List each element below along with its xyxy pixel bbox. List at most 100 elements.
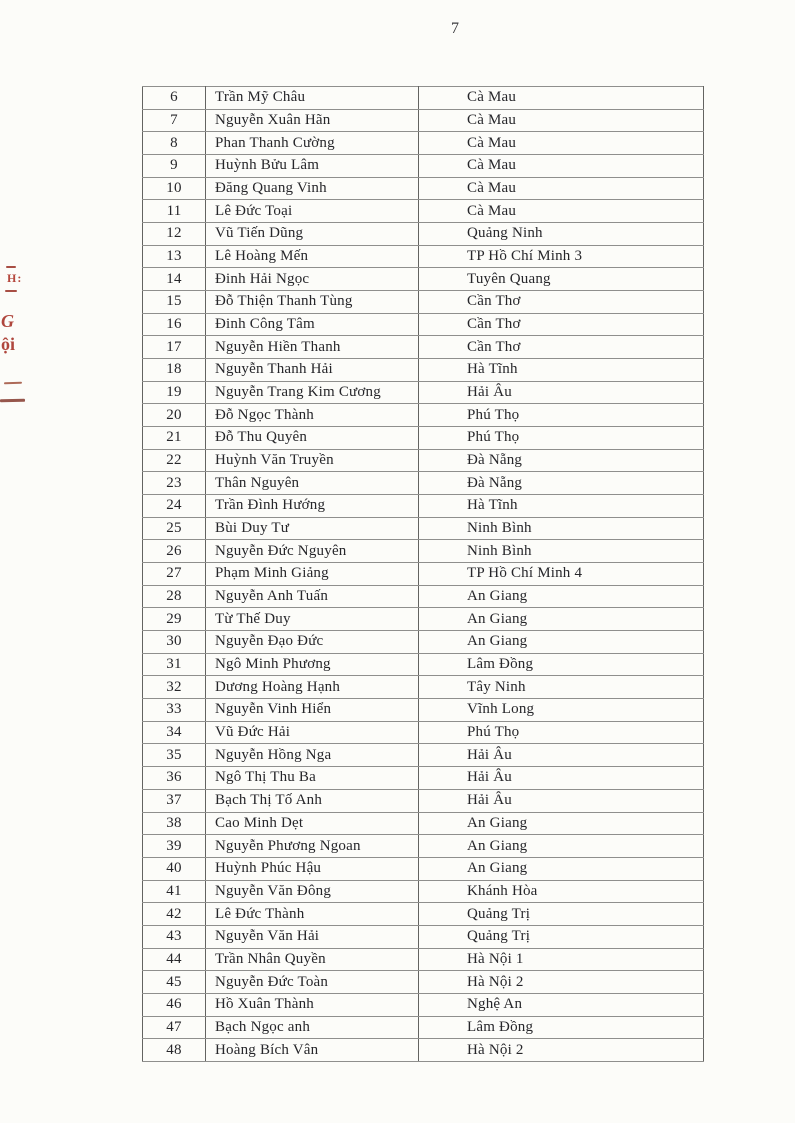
row-number-cell: 30 [142,630,206,654]
unit-cell: Cần Thơ [418,290,704,314]
unit-cell: Hải Âu [418,380,704,405]
unit-cell: Phú Thọ [418,720,704,745]
name-cell: Nguyễn Đức Toàn [205,970,419,994]
name-cell: Đinh Công Tâm [205,312,419,337]
row-number-cell: 35 [142,743,206,768]
name-cell: Hoàng Bích Vân [205,1038,419,1062]
name-cell: Huỳnh Phúc Hậu [205,856,419,881]
name-cell: Nguyễn Thanh Hải [205,358,419,382]
name-cell: Huỳnh Văn Truyền [205,448,419,473]
stamp-fragment-h: H: [7,271,23,285]
roster-table: 6 Trần Mỹ Châu Cà Mau 7 Nguyễn Xuân Hãn Cà Ma… [142,86,704,1062]
row-number-cell: 8 [142,131,206,156]
name-cell: Thân Nguyên [205,471,419,496]
row-number-cell: 38 [142,811,206,836]
row-number-cell: 45 [142,970,206,994]
row-number-cell: 7 [142,108,206,133]
unit-cell: Cần Thơ [418,335,704,360]
unit-cell: Ninh Bình [418,516,704,541]
table-row: 46 Hồ Xuân Thành Nghệ An [142,992,704,1017]
table-row: 8 Phan Thanh Cường Cà Mau [142,131,704,156]
unit-cell: Cà Mau [418,154,704,178]
unit-cell: An Giang [418,856,704,881]
name-cell: Đỗ Thiện Thanh Tùng [205,290,419,314]
name-cell: Đỗ Thu Quyên [205,426,419,450]
unit-cell: Hà Nội 1 [418,947,704,972]
name-cell: Nguyễn Văn Đông [205,879,419,904]
table-row: 15 Đỗ Thiện Thanh Tùng Cần Thơ [142,290,704,314]
unit-cell: Vĩnh Long [418,698,704,722]
table-row: 27 Phạm Minh Giảng TP Hồ Chí Minh 4 [142,562,704,586]
table-row: 35 Nguyễn Hồng Nga Hải Âu [142,743,704,768]
table-row: 33 Nguyễn Vinh Hiển Vĩnh Long [142,698,704,722]
unit-cell: TP Hồ Chí Minh 4 [418,562,704,586]
unit-cell: Cà Mau [418,108,704,133]
table-row: 40 Huỳnh Phúc Hậu An Giang [142,856,704,881]
table-row: 39 Nguyễn Phương Ngoan An Giang [142,834,704,858]
unit-cell: Hà Nội 2 [418,1038,704,1062]
row-number-cell: 14 [142,267,206,292]
row-number-cell: 10 [142,176,206,201]
stamp-fragment-oi: ội [1,334,16,354]
table-row: 16 Đinh Công Tâm Cần Thơ [142,312,704,337]
table-row: 48 Hoàng Bích Vân Hà Nội 2 [142,1038,704,1062]
unit-cell: Hải Âu [418,766,704,790]
stamp-line [0,398,26,403]
table-row: 11 Lê Đức Toại Cà Mau [142,199,704,224]
unit-cell: An Giang [418,811,704,836]
row-number-cell: 27 [142,562,206,586]
row-number-cell: 20 [142,403,206,428]
unit-cell: Hải Âu [418,743,704,768]
table-row: 23 Thân Nguyên Đà Nẵng [142,471,704,496]
row-number-cell: 48 [142,1038,206,1062]
name-cell: Nguyễn Đức Nguyên [205,539,419,564]
table-row: 42 Lê Đức Thành Quảng Trị [142,902,704,926]
page-number: 7 [451,20,459,37]
name-cell: Lê Đức Toại [205,199,419,224]
unit-cell: Nghệ An [418,992,704,1017]
table-row: 29 Từ Thế Duy An Giang [142,607,704,632]
scan-edge-shadow [7,0,9,1123]
table-row: 25 Bùi Duy Tư Ninh Bình [142,516,704,541]
unit-cell: Đà Nẵng [418,448,704,473]
row-number-cell: 28 [142,584,206,609]
name-cell: Từ Thế Duy [205,607,419,632]
unit-cell: Quảng Trị [418,902,704,926]
unit-cell: Khánh Hòa [418,879,704,904]
row-number-cell: 41 [142,879,206,904]
table-row: 20 Đỗ Ngọc Thành Phú Thọ [142,403,704,428]
stamp-fragment-g: G [1,311,14,331]
table-row: 37 Bạch Thị Tố Anh Hải Âu [142,788,704,813]
name-cell: Trần Nhân Quyền [205,947,419,972]
row-number-cell: 12 [142,222,206,246]
unit-cell: Cà Mau [418,199,704,224]
name-cell: Hồ Xuân Thành [205,992,419,1017]
name-cell: Nguyễn Xuân Hãn [205,108,419,133]
table-row: 41 Nguyễn Văn Đông Khánh Hòa [142,879,704,904]
name-cell: Bạch Thị Tố Anh [205,788,419,813]
roster-body: 6 Trần Mỹ Châu Cà Mau 7 Nguyễn Xuân Hãn Cà Ma… [142,86,704,1062]
unit-cell: An Giang [418,834,704,858]
row-number-cell: 11 [142,199,206,224]
row-number-cell: 21 [142,426,206,450]
table-row: 30 Nguyễn Đạo Đức An Giang [142,630,704,654]
unit-cell: Cà Mau [418,86,704,110]
row-number-cell: 17 [142,335,206,360]
row-number-cell: 16 [142,312,206,337]
name-cell: Dương Hoàng Hạnh [205,675,419,700]
row-number-cell: 31 [142,652,206,677]
row-number-cell: 47 [142,1015,206,1040]
name-cell: Nguyễn Phương Ngoan [205,834,419,858]
unit-cell: Lâm Đồng [418,652,704,677]
row-number-cell: 25 [142,516,206,541]
unit-cell: Phú Thọ [418,426,704,450]
table-row: 36 Ngô Thị Thu Ba Hải Âu [142,766,704,790]
unit-cell: Hà Tĩnh [418,494,704,518]
unit-cell: Ninh Bình [418,539,704,564]
row-number-cell: 24 [142,494,206,518]
table-row: 31 Ngô Minh Phương Lâm Đồng [142,652,704,677]
name-cell: Đỗ Ngọc Thành [205,403,419,428]
unit-cell: Hải Âu [418,788,704,813]
name-cell: Bùi Duy Tư [205,516,419,541]
